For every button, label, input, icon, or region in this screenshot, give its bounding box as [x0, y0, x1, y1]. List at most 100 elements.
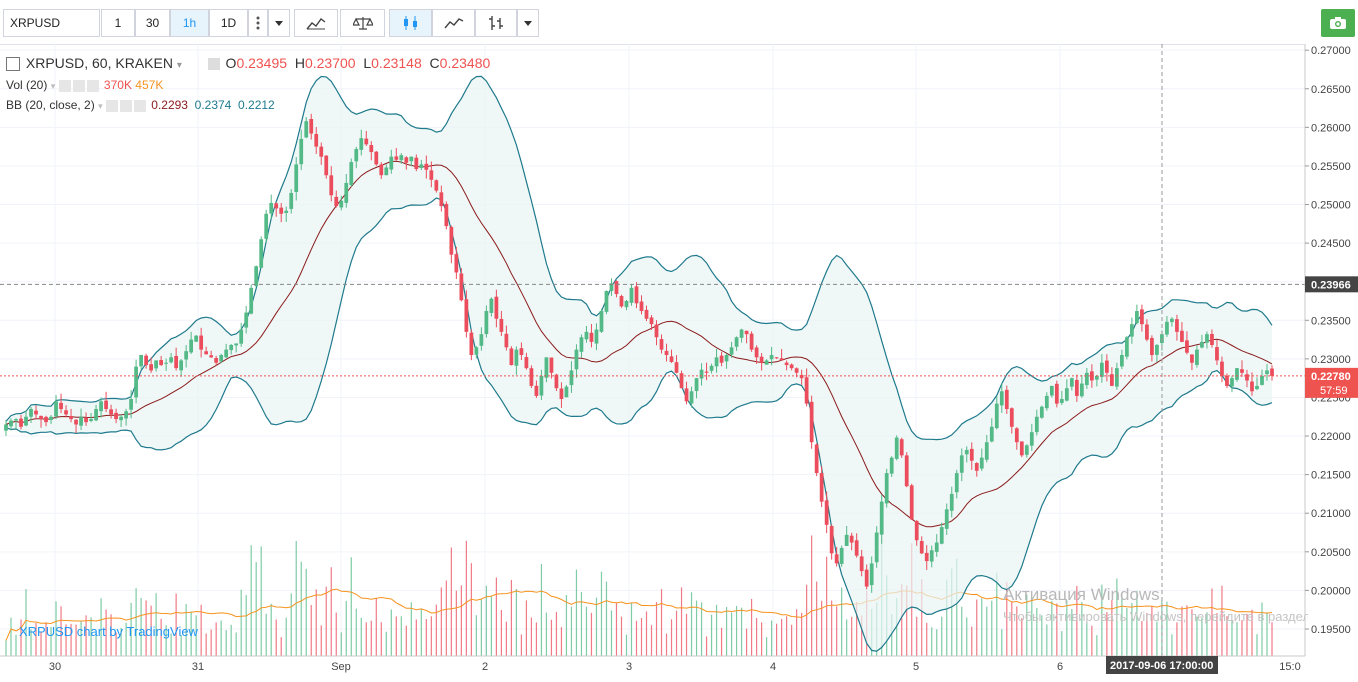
- candle-up: [1195, 349, 1199, 365]
- candle-up: [709, 365, 714, 371]
- interval-1h-button[interactable]: 1h: [170, 9, 209, 37]
- indicators-button[interactable]: [294, 9, 338, 37]
- candle-down: [459, 273, 464, 301]
- volume-bar: [125, 622, 127, 656]
- interval-30-button[interactable]: 30: [135, 9, 170, 37]
- volume-caret-icon[interactable]: ▾: [50, 81, 56, 91]
- candle-up: [724, 355, 729, 362]
- collapse-legend-icon[interactable]: [6, 57, 20, 72]
- volume-bar: [976, 599, 978, 656]
- volume-bar: [205, 633, 207, 656]
- candle-up: [254, 266, 259, 287]
- candle-down: [414, 157, 419, 170]
- candle-up: [694, 378, 699, 392]
- candle-up: [184, 351, 189, 360]
- interval-1d-button[interactable]: 1D: [209, 9, 248, 37]
- candle-down: [704, 371, 709, 373]
- volume-bar: [400, 616, 402, 656]
- settings-icon[interactable]: [207, 58, 220, 71]
- candle-down: [899, 439, 904, 456]
- candle-down: [434, 180, 439, 191]
- candle-up: [979, 457, 984, 469]
- crosshair-time-badge: 2017-09-06 17:00:00: [1106, 656, 1218, 674]
- volume-settings-icon[interactable]: [72, 79, 85, 92]
- bb-settings-icon[interactable]: [119, 99, 132, 112]
- volume-bar: [450, 547, 452, 656]
- price-tick-label: 0.20500: [1311, 547, 1351, 559]
- candle-down: [1250, 381, 1254, 392]
- legend-volume-row: Vol (20) ▾ 370K 457K: [6, 78, 163, 92]
- price-axis: [1305, 44, 1358, 656]
- candle-up: [1044, 395, 1049, 409]
- time-tick-label: 2: [482, 661, 488, 673]
- windows-activation-text: Чтобы активировать Windows, перейдите в …: [1003, 609, 1308, 624]
- tradingview-credit-link[interactable]: XRPUSD chart by TradingView: [19, 624, 198, 639]
- volume-bar: [290, 593, 292, 656]
- candle-up: [1059, 399, 1064, 403]
- caret-down-icon: [275, 20, 283, 26]
- volume-value: 370K: [103, 78, 132, 92]
- last-price-badge-text: 0.22780: [1311, 371, 1351, 383]
- bb-upper-value: 0.2374: [194, 98, 232, 112]
- symbol-input[interactable]: XRPUSD: [3, 9, 100, 37]
- price-tick-label: 0.21500: [1311, 470, 1351, 482]
- volume-bar: [956, 558, 958, 656]
- interval-1-button[interactable]: 1: [101, 9, 135, 37]
- line-style-button[interactable]: [432, 9, 475, 37]
- candle-down: [684, 388, 689, 402]
- volume-bar: [610, 610, 613, 656]
- volume-bar: [570, 606, 573, 656]
- snapshot-button[interactable]: [1321, 9, 1355, 37]
- volume-bar: [40, 631, 42, 656]
- bb-eye-icon[interactable]: [105, 99, 118, 112]
- candle-up: [1049, 385, 1054, 396]
- price-tick-labels: 0.27000 0.26500 0.26000 0.25500 0.25000 0.245…: [1305, 45, 1351, 636]
- candle-up: [4, 424, 8, 431]
- volume-bar: [1031, 597, 1033, 656]
- candle-up: [604, 290, 609, 312]
- candle-up: [1235, 368, 1239, 380]
- volume-bar: [1126, 607, 1128, 656]
- volume-bar: [1216, 613, 1218, 656]
- volume-bar: [90, 617, 92, 656]
- candle-down: [64, 410, 68, 415]
- more-intervals-icon[interactable]: [248, 9, 268, 37]
- volume-ma-value: 457K: [135, 78, 164, 92]
- open-value: 0.23495: [236, 55, 288, 71]
- volume-bar: [515, 589, 518, 656]
- candle-up: [484, 311, 489, 335]
- candle-up: [894, 437, 899, 459]
- candle-down: [1210, 333, 1214, 345]
- volume-bar: [520, 634, 523, 656]
- volume-close-icon[interactable]: [86, 79, 99, 92]
- chart-style-dropdown-button[interactable]: [517, 9, 539, 37]
- candle-down: [59, 402, 63, 410]
- candle-up: [24, 416, 28, 426]
- candle-down: [524, 357, 529, 369]
- volume-bar: [821, 600, 823, 656]
- bb-caret-icon[interactable]: ▾: [98, 101, 103, 111]
- compare-button[interactable]: [340, 9, 385, 37]
- volume-bar: [70, 623, 72, 656]
- candle-down: [529, 368, 534, 386]
- candle-down: [759, 356, 764, 363]
- title-caret-icon[interactable]: ▾: [176, 60, 182, 71]
- bb-close-icon[interactable]: [133, 99, 146, 112]
- volume-bar: [710, 614, 713, 656]
- interval-dropdown-button[interactable]: [268, 9, 290, 37]
- candle-down: [144, 355, 148, 366]
- volume-bar: [365, 622, 367, 656]
- candle-up: [1024, 445, 1029, 455]
- candle-down: [449, 226, 454, 255]
- candle-up: [599, 311, 604, 332]
- candle-down: [204, 351, 209, 355]
- volume-bar: [861, 615, 863, 656]
- candle-down: [374, 151, 379, 165]
- volume-eye-icon[interactable]: [58, 79, 71, 92]
- bars-style-button[interactable]: [475, 9, 517, 37]
- candle-down: [379, 164, 384, 176]
- candles-style-button[interactable]: [389, 9, 432, 37]
- volume-bar: [195, 615, 197, 656]
- candle-up: [164, 362, 169, 364]
